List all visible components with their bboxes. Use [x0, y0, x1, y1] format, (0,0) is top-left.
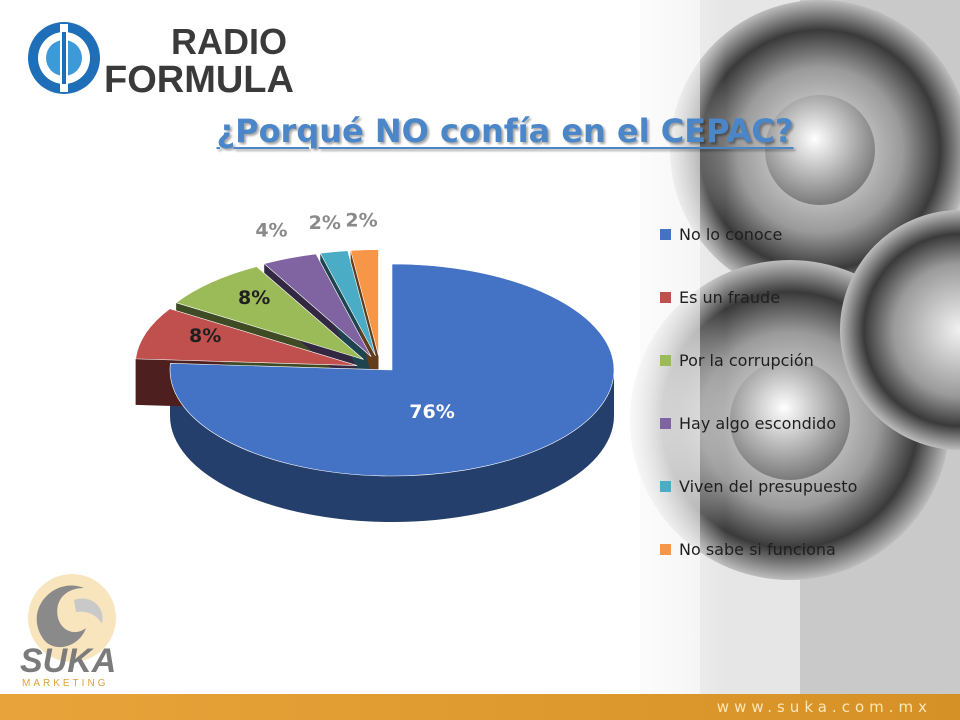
- legend-label: Viven del presupuesto: [679, 476, 858, 496]
- footer-bar: [0, 694, 960, 720]
- legend-item: No sabe si funciona: [660, 537, 836, 561]
- pie-slice-4: [319, 250, 376, 356]
- pie-slice-1: [135, 308, 358, 366]
- data-label-1: 8%: [189, 325, 221, 347]
- pie-slice-5: [350, 249, 379, 356]
- legend-label: Hay algo escondido: [679, 413, 837, 433]
- legend-label: Por la corrupción: [679, 350, 814, 370]
- data-label-3: 4%: [255, 219, 287, 241]
- suka-logo-text: SUKA: [20, 642, 116, 680]
- footer-url: www.suka.com.mx: [716, 698, 932, 716]
- legend-item: Hay algo escondido: [660, 411, 836, 435]
- suka-logo-subtext: MARKETING: [22, 678, 108, 689]
- legend-item: Viven del presupuesto: [660, 474, 857, 498]
- data-label-2: 8%: [238, 287, 270, 309]
- legend-swatch: [660, 417, 671, 429]
- pie-slice-0: [169, 263, 615, 477]
- legend-label: Es un fraude: [679, 287, 781, 307]
- legend-swatch: [660, 291, 671, 303]
- legend-item: No lo conoce: [660, 222, 782, 246]
- legend-swatch: [660, 543, 671, 555]
- pie-slice-side: [170, 370, 614, 522]
- pie-slice-2: [175, 266, 364, 360]
- pie-slice-3: [263, 253, 372, 357]
- radio-formula-logo: RADIO FORMULA: [28, 21, 294, 100]
- logo-text-line2: FORMULA: [104, 59, 294, 100]
- legend-label: No sabe si funciona: [679, 539, 836, 559]
- data-label-5: 2%: [345, 210, 377, 232]
- data-label-4: 2%: [309, 212, 341, 234]
- legend-swatch: [660, 228, 671, 240]
- logo-text-line1: RADIO: [171, 21, 287, 62]
- data-label-0: 76%: [409, 401, 454, 423]
- chart-title: ¿Porqué NO confía en el CEPAC?: [216, 112, 794, 150]
- legend-item: Es un fraude: [660, 285, 780, 309]
- legend-label: No lo conoce: [679, 224, 783, 244]
- legend-item: Por la corrupción: [660, 348, 814, 372]
- legend-swatch: [660, 480, 671, 492]
- legend-swatch: [660, 354, 671, 366]
- suka-logo: SUKA MARKETING: [20, 574, 116, 689]
